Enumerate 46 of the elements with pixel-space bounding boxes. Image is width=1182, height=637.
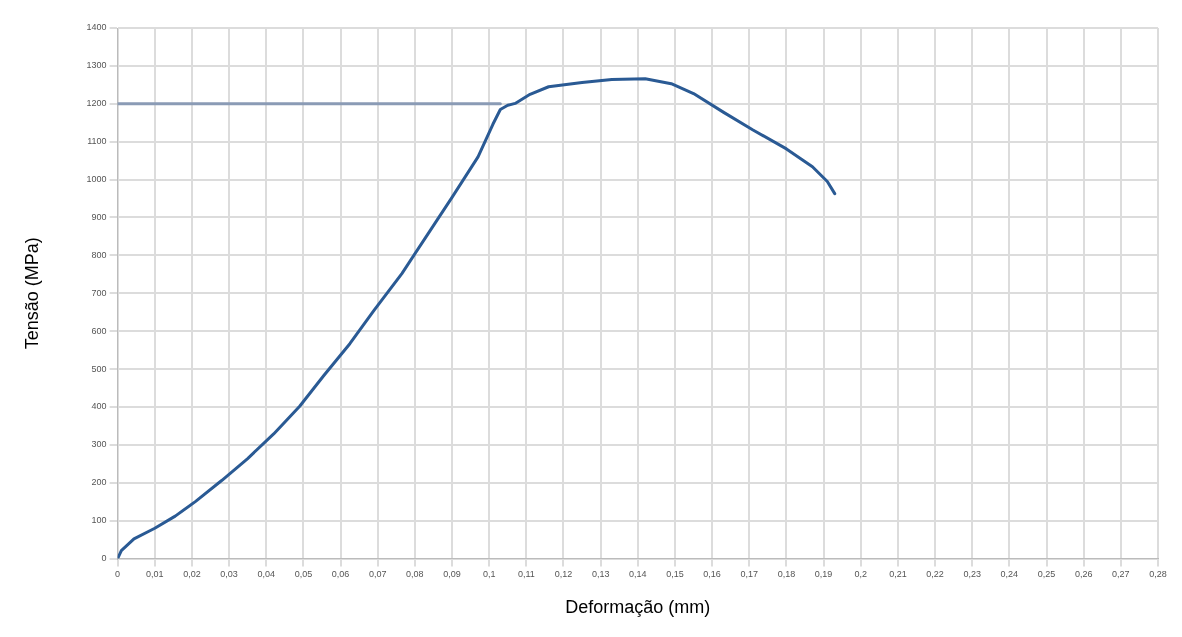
x-tick-label: 0,24 (1000, 569, 1019, 580)
x-tick-label: 0,2 (854, 569, 868, 580)
x-tick-label: 0,03 (220, 569, 238, 580)
y-tick-label: 800 (91, 249, 107, 260)
x-tick-label: 0,12 (554, 569, 573, 580)
x-tick-label: 0,11 (517, 569, 535, 580)
x-tick-label: 0,14 (629, 569, 647, 580)
x-tick-label: 0,1 (482, 569, 496, 580)
x-tick-label: 0,01 (146, 569, 164, 580)
x-tick-label: 0,06 (331, 569, 350, 580)
x-tick-label: 0,04 (257, 569, 276, 580)
y-tick-label: 1400 (86, 22, 107, 33)
x-tick-label: 0,17 (740, 569, 759, 580)
x-axis-title: Deformação (mm) (565, 597, 711, 618)
x-tick-label: 0,16 (703, 569, 721, 580)
x-tick-label: 0,19 (814, 569, 833, 580)
y-tick-label: 700 (91, 287, 107, 298)
x-tick-label: 0,27 (1112, 569, 1130, 580)
y-tick-label: 400 (91, 401, 107, 412)
y-tick-label: 1200 (86, 98, 107, 109)
x-tick-label: 0,07 (368, 569, 387, 580)
x-tick-label: 0,13 (591, 569, 610, 580)
y-tick-label: 300 (91, 439, 107, 450)
x-tick-label: 0,05 (294, 569, 313, 580)
x-tick-label: 0,22 (926, 569, 944, 580)
y-tick-label: 1100 (87, 136, 107, 147)
y-tick-label: 1000 (86, 174, 107, 185)
x-tick-label: 0,25 (1037, 569, 1056, 580)
y-tick-label: 0 (101, 553, 107, 564)
x-tick-label: 0 (115, 569, 121, 580)
x-tick-label: 0,28 (1149, 569, 1167, 580)
y-tick-label: 1300 (86, 60, 107, 71)
x-tick-label: 0,09 (443, 569, 461, 580)
y-tick-label: 200 (91, 477, 107, 488)
x-tick-label: 0,21 (889, 569, 907, 580)
x-tick-label: 0,02 (183, 569, 201, 580)
x-tick-label: 0,18 (777, 569, 796, 580)
x-tick-label: 0,08 (406, 569, 424, 580)
y-tick-label: 100 (91, 515, 107, 526)
x-tick-label: 0,15 (666, 569, 684, 580)
y-tick-label: 600 (91, 325, 107, 336)
y-axis-title: Tensão (MPa) (21, 237, 42, 350)
y-tick-label: 900 (91, 211, 107, 222)
x-tick-label: 0,26 (1074, 569, 1093, 580)
y-tick-label: 500 (91, 363, 107, 374)
x-tick-label: 0,23 (963, 569, 981, 580)
